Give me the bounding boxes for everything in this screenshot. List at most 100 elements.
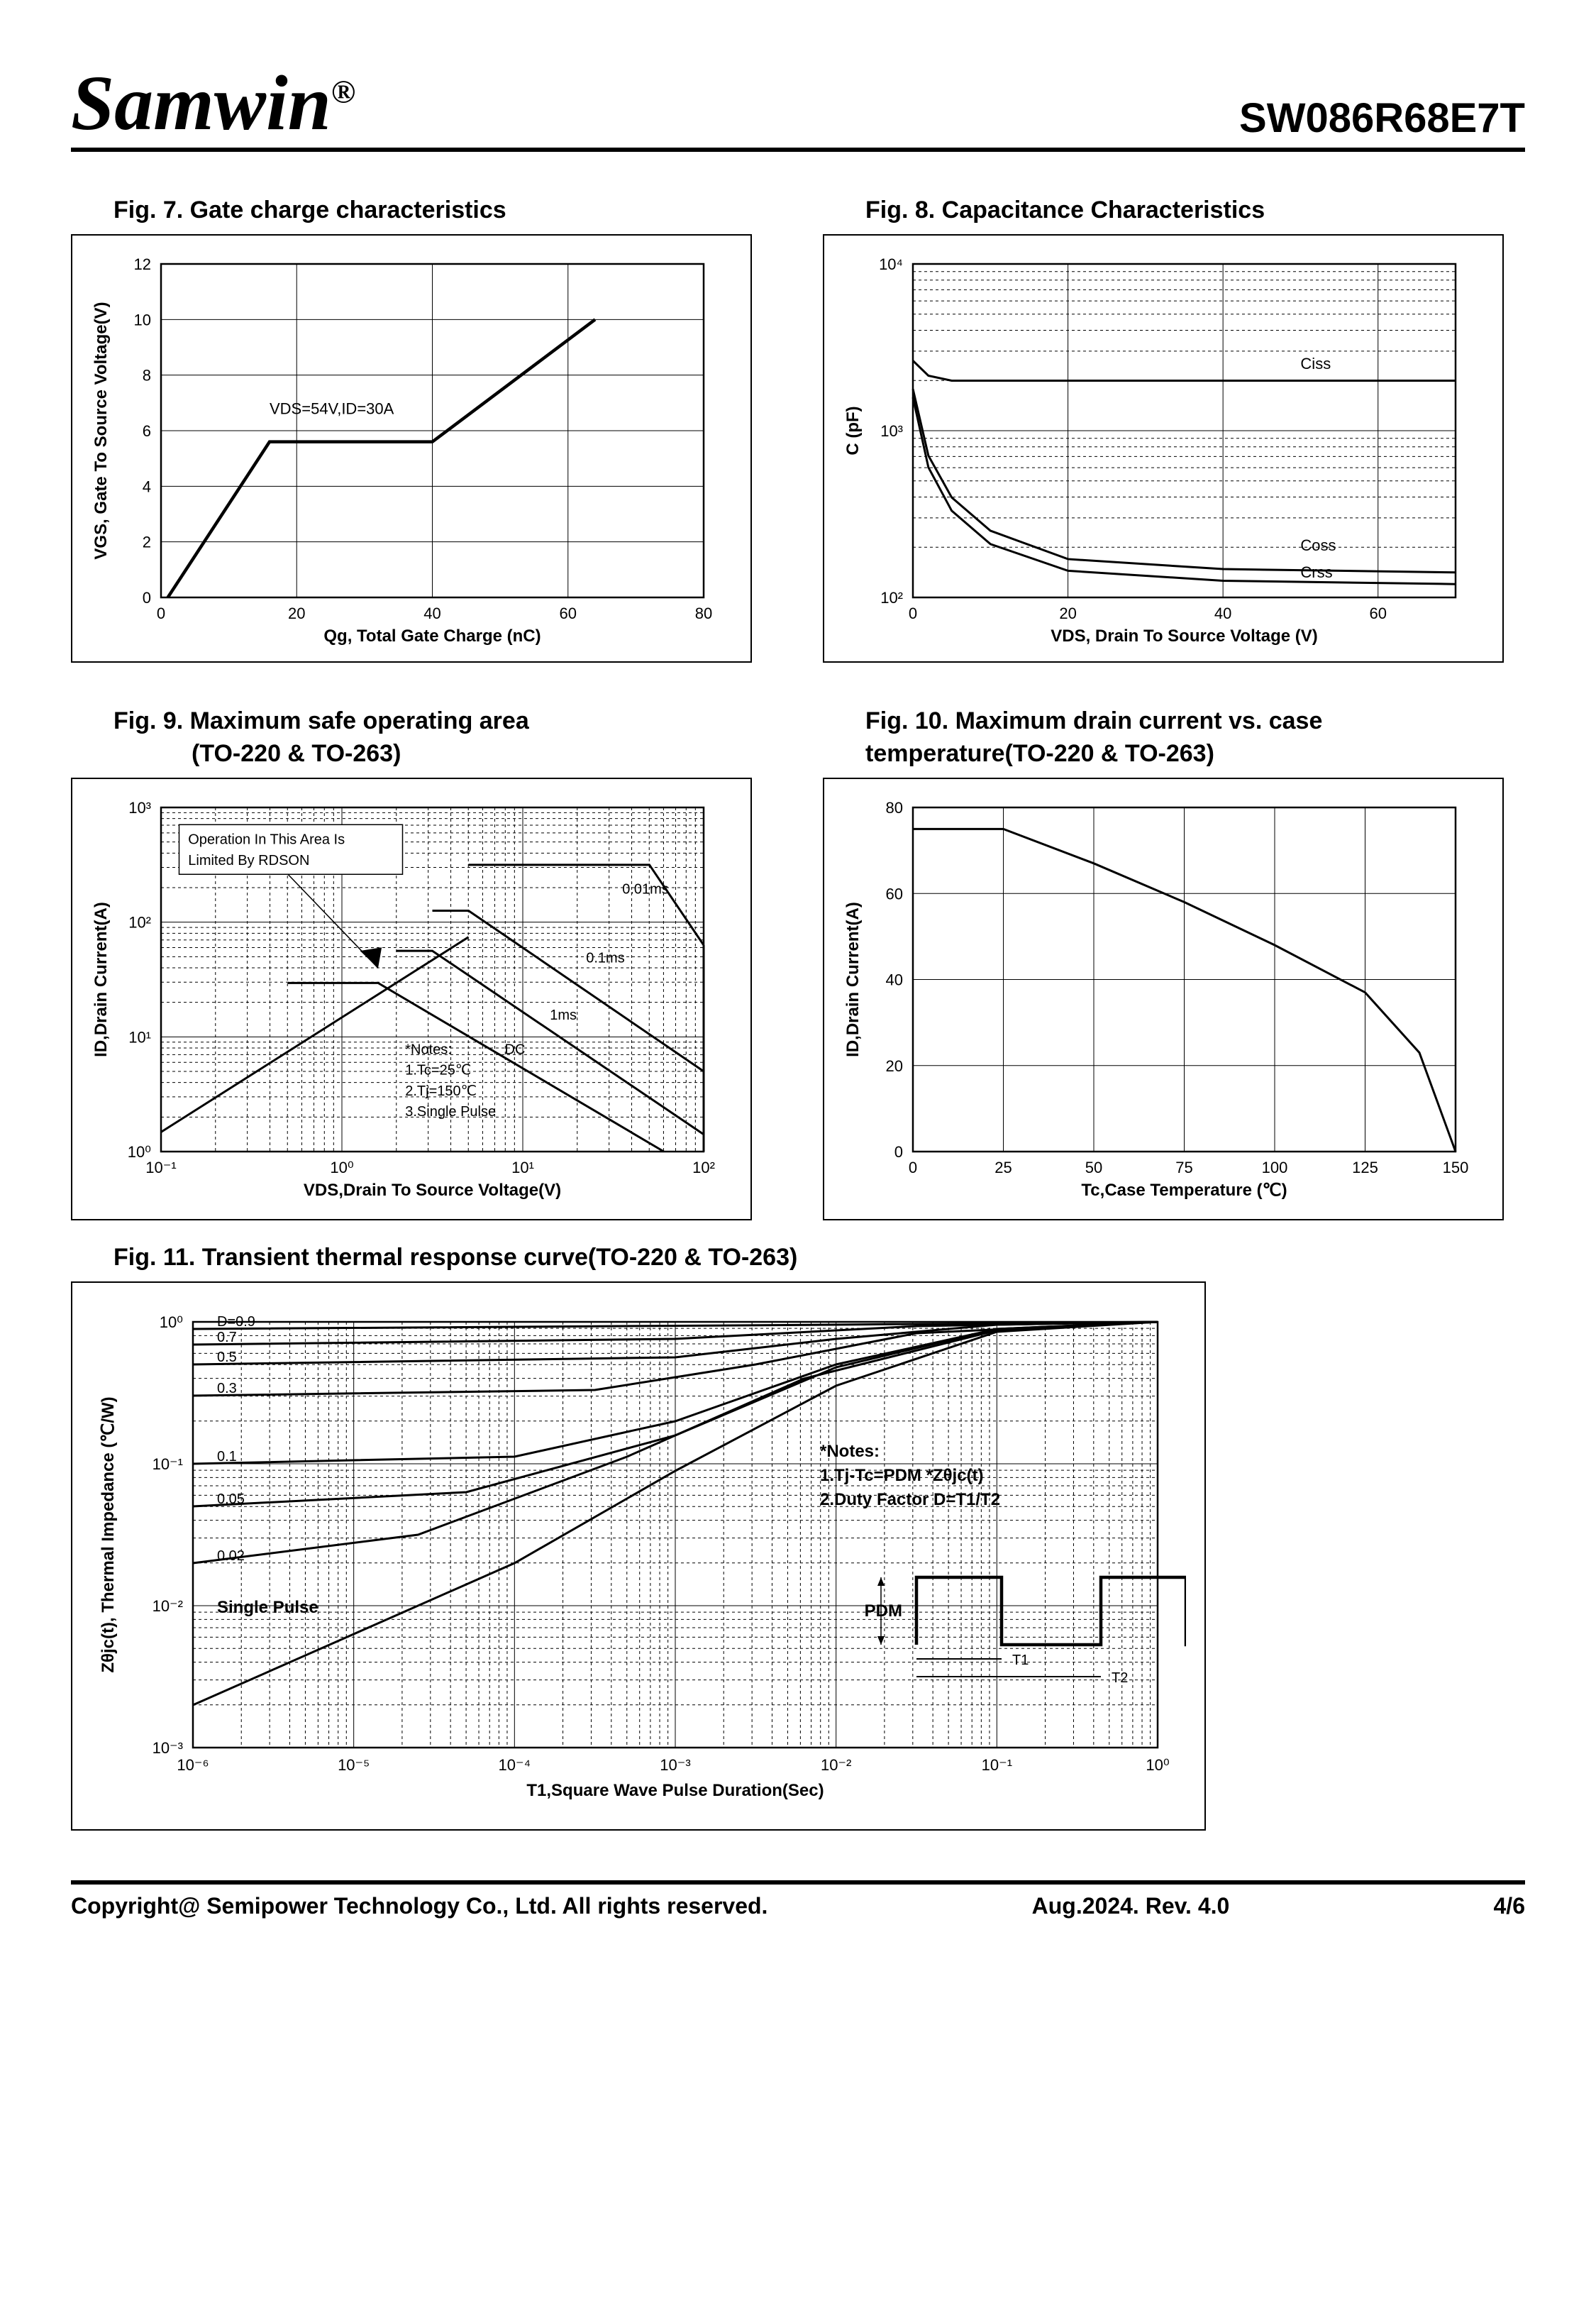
svg-text:60: 60 [886, 885, 903, 903]
svg-text:0.7: 0.7 [217, 1330, 237, 1345]
svg-text:10⁻³: 10⁻³ [153, 1739, 183, 1757]
svg-text:VDS=54V,ID=30A: VDS=54V,ID=30A [270, 399, 394, 417]
svg-text:10³: 10³ [128, 799, 151, 817]
svg-text:D=0.9: D=0.9 [217, 1314, 255, 1330]
svg-text:75: 75 [1175, 1159, 1192, 1176]
svg-text:10⁰: 10⁰ [330, 1159, 353, 1176]
svg-text:Single Pulse: Single Pulse [217, 1598, 318, 1617]
svg-text:10⁻¹: 10⁻¹ [982, 1756, 1012, 1774]
svg-text:10²: 10² [880, 589, 903, 607]
fig10-title-line2: temperature(TO-220 & TO-263) [865, 740, 1214, 767]
svg-text:0: 0 [894, 1143, 903, 1161]
svg-text:10⁻¹: 10⁻¹ [153, 1455, 183, 1473]
fig9-chart: 10⁻¹10⁰10¹10²10⁰10¹10²10³Operation In Th… [71, 778, 752, 1220]
brand-logo: Samwin® [71, 64, 355, 142]
revision: Aug.2024. Rev. 4.0 [1032, 1893, 1230, 1919]
svg-text:100: 100 [1262, 1159, 1288, 1176]
svg-text:10⁰: 10⁰ [128, 1143, 151, 1161]
registered-mark: ® [331, 73, 355, 109]
svg-text:12: 12 [134, 255, 151, 273]
svg-text:Tc,Case Temperature (℃): Tc,Case Temperature (℃) [1081, 1181, 1287, 1200]
svg-text:10⁰: 10⁰ [1146, 1756, 1169, 1774]
svg-text:*Notes:: *Notes: [820, 1442, 880, 1461]
svg-text:10⁻¹: 10⁻¹ [145, 1159, 176, 1176]
svg-text:20: 20 [288, 605, 305, 622]
svg-text:0: 0 [909, 605, 917, 622]
svg-text:80: 80 [695, 605, 712, 622]
fig7-svg: 020406080024681012VDS=54V,ID=30AQg, Tota… [79, 250, 732, 647]
fig10-chart: 0255075100125150020406080Tc,Case Tempera… [823, 778, 1504, 1220]
svg-text:DC: DC [505, 1042, 526, 1057]
svg-text:125: 125 [1352, 1159, 1378, 1176]
fig10-title-line1: Fig. 10. Maximum drain current vs. case [865, 707, 1322, 734]
svg-text:0.3: 0.3 [217, 1381, 237, 1396]
svg-text:10⁻⁵: 10⁻⁵ [338, 1756, 370, 1774]
svg-text:2: 2 [143, 534, 151, 551]
fig10-title: Fig. 10. Maximum drain current vs. case … [865, 705, 1525, 771]
fig11-chart: 10⁻⁶10⁻⁵10⁻⁴10⁻³10⁻²10⁻¹10⁰10⁻³10⁻²10⁻¹1… [71, 1281, 1206, 1831]
svg-text:0.01ms: 0.01ms [622, 881, 669, 897]
svg-text:10⁻²: 10⁻² [821, 1756, 851, 1774]
part-number: SW086R68E7T [1239, 94, 1525, 142]
svg-text:4: 4 [143, 478, 151, 495]
svg-text:1.Tj-Tc=PDM *Zθjc(t): 1.Tj-Tc=PDM *Zθjc(t) [820, 1466, 984, 1485]
svg-text:C (pF): C (pF) [843, 406, 863, 455]
fig10-svg: 0255075100125150020406080Tc,Case Tempera… [831, 793, 1484, 1205]
svg-text:T2: T2 [1112, 1670, 1128, 1686]
fig11: Fig. 11. Transient thermal response curv… [71, 1242, 1525, 1831]
svg-text:6: 6 [143, 422, 151, 440]
svg-text:Operation In This Area Is: Operation In This Area Is [188, 832, 345, 847]
svg-text:10¹: 10¹ [128, 1028, 151, 1046]
svg-text:T1,Square Wave Pulse Duration(: T1,Square Wave Pulse Duration(Sec) [526, 1781, 824, 1800]
svg-text:40: 40 [423, 605, 440, 622]
svg-text:10⁴: 10⁴ [879, 255, 903, 273]
fig9-title-line2: (TO-220 & TO-263) [192, 740, 401, 767]
svg-text:20: 20 [886, 1057, 903, 1074]
svg-text:40: 40 [886, 971, 903, 988]
fig7-title: Fig. 7. Gate charge characteristics [113, 194, 773, 227]
page-footer: Copyright@ Semipower Technology Co., Ltd… [71, 1880, 1525, 1919]
svg-text:Zθjc(t), Thermal Impedance (℃/: Zθjc(t), Thermal Impedance (℃/W) [99, 1396, 118, 1672]
svg-text:10²: 10² [692, 1159, 715, 1176]
svg-text:50: 50 [1085, 1159, 1102, 1176]
svg-text:20: 20 [1059, 605, 1076, 622]
svg-text:0.1: 0.1 [217, 1449, 237, 1464]
svg-text:ID,Drain Current(A): ID,Drain Current(A) [843, 902, 863, 1057]
svg-text:2.Duty Factor D=T1/T2: 2.Duty Factor D=T1/T2 [820, 1490, 1000, 1509]
svg-text:0.5: 0.5 [217, 1350, 237, 1365]
page-number: 4/6 [1494, 1893, 1525, 1919]
svg-text:40: 40 [1214, 605, 1231, 622]
svg-text:Qg, Total Gate Charge (nC): Qg, Total Gate Charge (nC) [323, 627, 541, 646]
svg-text:0.05: 0.05 [217, 1491, 245, 1507]
svg-text:60: 60 [1369, 605, 1386, 622]
svg-text:Coss: Coss [1300, 536, 1336, 554]
fig7: Fig. 7. Gate charge characteristics 0 20 4… [71, 180, 773, 663]
svg-text:ID,Drain Current(A): ID,Drain Current(A) [92, 902, 111, 1057]
svg-text:PDM: PDM [865, 1601, 902, 1621]
fig9-svg: 10⁻¹10⁰10¹10²10⁰10¹10²10³Operation In Th… [79, 793, 732, 1205]
svg-text:0: 0 [157, 605, 165, 622]
brand-name: Samwin [71, 60, 331, 146]
fig7-chart: 020406080024681012VDS=54V,ID=30AQg, Tota… [71, 234, 752, 663]
fig8: Fig. 8. Capacitance Characteristics 0 20 4… [823, 180, 1525, 663]
svg-text:Crss: Crss [1300, 563, 1332, 581]
svg-text:10⁰: 10⁰ [160, 1313, 183, 1331]
fig11-svg: 10⁻⁶10⁻⁵10⁻⁴10⁻³10⁻²10⁻¹10⁰10⁻³10⁻²10⁻¹1… [79, 1301, 1186, 1811]
svg-text:0: 0 [909, 1159, 917, 1176]
svg-text:Ciss: Ciss [1300, 355, 1331, 373]
svg-text:*Notes:: *Notes: [405, 1042, 452, 1057]
svg-text:1ms: 1ms [550, 1008, 577, 1023]
copyright: Copyright@ Semipower Technology Co., Ltd… [71, 1893, 767, 1919]
svg-text:VDS,Drain To Source Voltage(V): VDS,Drain To Source Voltage(V) [304, 1181, 561, 1200]
svg-text:150: 150 [1443, 1159, 1469, 1176]
svg-text:1.Tc=25℃: 1.Tc=25℃ [405, 1062, 471, 1078]
svg-text:10³: 10³ [880, 422, 903, 440]
svg-text:Limited By RDSON: Limited By RDSON [188, 853, 309, 868]
svg-text:10²: 10² [128, 913, 151, 931]
fig8-title: Fig. 8. Capacitance Characteristics [865, 194, 1525, 227]
svg-text:0.02: 0.02 [217, 1548, 245, 1564]
svg-text:10⁻⁴: 10⁻⁴ [499, 1756, 531, 1774]
svg-text:VGS, Gate To Source Voltage(V: VGS, Gate To Source Voltage(V) [92, 302, 111, 559]
svg-text:80: 80 [886, 799, 903, 817]
svg-text:0.1ms: 0.1ms [586, 950, 624, 966]
